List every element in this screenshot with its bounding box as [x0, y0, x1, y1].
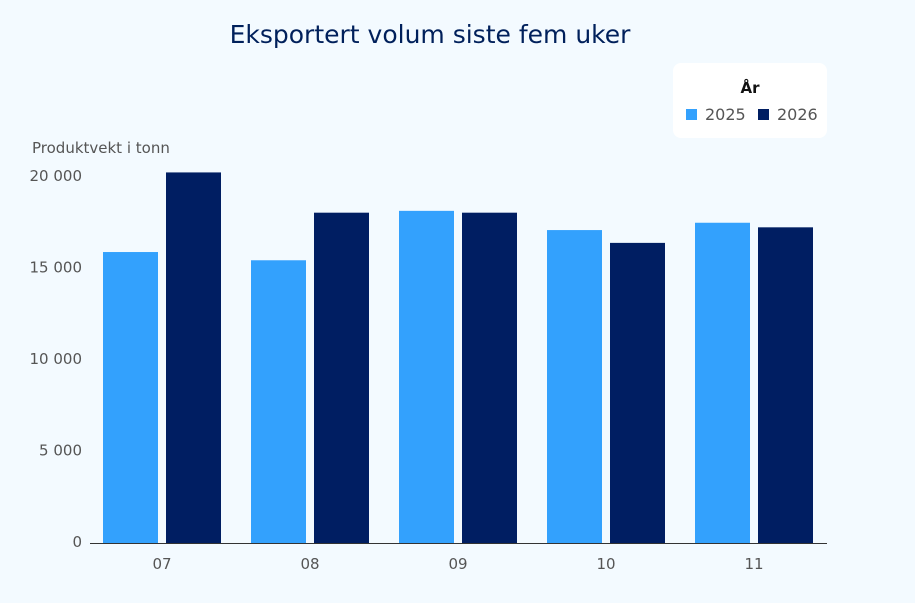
x-tick-label: 07	[152, 555, 171, 573]
legend-label-2026: 2026	[777, 105, 818, 124]
chart-title: Eksportert volum siste fem uker	[229, 20, 631, 49]
y-tick-label: 15 000	[30, 259, 83, 277]
legend-title: År	[740, 79, 760, 97]
bar-2026-10	[610, 242, 665, 543]
bar-2025-10	[547, 230, 602, 543]
bar-2025-08	[251, 260, 306, 543]
x-tick-label: 09	[448, 555, 467, 573]
x-tick-label: 10	[596, 555, 615, 573]
legend-label-2025: 2025	[705, 105, 746, 124]
x-tick-label: 11	[744, 555, 763, 573]
x-tick-label: 08	[300, 555, 319, 573]
y-tick-label: 20 000	[30, 167, 83, 185]
legend-swatch-2025	[686, 109, 697, 120]
bar-2025-07	[103, 252, 158, 543]
y-tick-label: 0	[72, 533, 82, 551]
legend-item-2026[interactable]: 2026	[758, 105, 818, 124]
bar-2025-11	[695, 222, 750, 543]
legend-swatch-2026	[758, 109, 769, 120]
bar-2026-08	[314, 212, 369, 543]
y-tick-label: 5 000	[39, 442, 82, 460]
y-tick-label: 10 000	[30, 350, 83, 368]
bar-2026-09	[462, 212, 517, 543]
bar-2026-11	[758, 227, 813, 543]
legend: År 2025 2026	[673, 63, 827, 138]
y-axis-label: Produktvekt i tonn	[32, 139, 170, 157]
legend-item-2025[interactable]: 2025	[686, 105, 746, 124]
bar-2025-09	[399, 210, 454, 544]
bar-2026-07	[166, 172, 221, 544]
